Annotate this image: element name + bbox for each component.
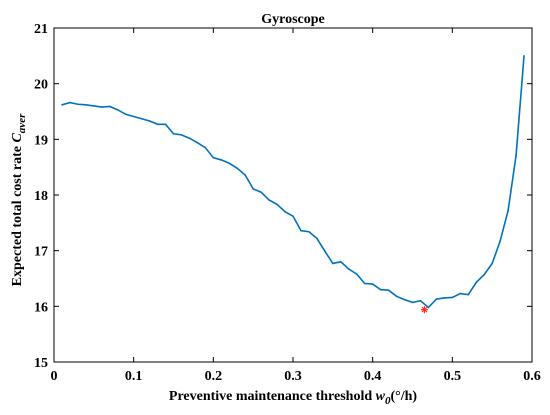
data-point <box>156 123 159 126</box>
data-point <box>507 209 509 212</box>
data-point <box>403 298 406 301</box>
x-axis-label-subscript: 0 <box>385 395 391 407</box>
data-point <box>140 117 143 120</box>
y-tick-label: 20 <box>34 78 48 93</box>
data-point <box>308 230 310 233</box>
data-point <box>523 55 525 57</box>
y-axis-label-subscript: aver <box>16 113 28 133</box>
data-point <box>347 268 350 270</box>
data-point <box>124 113 127 116</box>
data-point <box>467 293 470 296</box>
axes-box <box>53 27 533 363</box>
x-tick-label: 0.6 <box>523 369 541 384</box>
data-point <box>427 306 430 309</box>
data-point <box>371 283 374 285</box>
optimum-marker <box>420 306 428 314</box>
y-tick-label: 17 <box>34 245 48 260</box>
data-point <box>324 250 326 253</box>
data-point <box>459 292 462 295</box>
y-tick-label: 16 <box>34 300 48 315</box>
y-axis-label: Expected total cost rate Caver <box>10 113 28 286</box>
data-point <box>228 162 231 165</box>
data-point <box>260 191 262 194</box>
data-point <box>379 288 382 291</box>
data-point <box>292 215 294 217</box>
data-point <box>244 174 246 176</box>
data-point <box>77 103 79 106</box>
data-point <box>61 104 63 106</box>
chart-title: Gyroscope <box>261 12 325 27</box>
y-tick-label: 15 <box>34 356 48 371</box>
data-point <box>491 262 493 265</box>
x-axis-label-symbol: w <box>376 389 386 404</box>
data-point <box>276 203 278 206</box>
data-point <box>316 237 318 240</box>
data-point <box>204 146 207 149</box>
x-axis-label-text: Preventive maintenance threshold <box>169 389 372 404</box>
series-line <box>61 55 525 309</box>
data-point <box>284 210 286 213</box>
data-point <box>395 295 398 298</box>
data-point <box>148 120 151 122</box>
data-point <box>300 229 302 232</box>
y-axis: 15 16 17 18 19 20 21 <box>34 22 532 371</box>
data-point <box>475 281 478 284</box>
data-point <box>101 106 103 108</box>
x-tick-label: 0 <box>51 369 58 384</box>
x-axis-label-unit: (°/h) <box>390 389 417 404</box>
y-axis-label-symbol: C <box>10 133 25 143</box>
x-tick-label: 0.2 <box>205 369 223 384</box>
data-point <box>188 137 191 140</box>
data-point <box>172 132 175 135</box>
data-point <box>196 141 199 144</box>
data-point <box>435 298 438 300</box>
data-point <box>443 297 446 299</box>
data-point <box>387 289 390 291</box>
data-point <box>355 273 358 275</box>
data-point <box>164 123 167 126</box>
data-point <box>411 301 414 304</box>
data-point <box>340 261 342 263</box>
data-point <box>268 199 270 201</box>
x-tick-label: 0.3 <box>284 369 302 384</box>
data-point <box>93 105 95 107</box>
data-point <box>419 299 422 302</box>
data-point <box>108 105 111 108</box>
data-point <box>132 115 135 118</box>
data-point <box>116 109 119 111</box>
x-axis-label: Preventive maintenance threshold w0(°/h) <box>169 389 418 407</box>
data-point <box>252 188 254 190</box>
data-point <box>332 262 334 265</box>
data-point <box>180 134 183 136</box>
data-point <box>69 101 71 104</box>
optimum-marker-group <box>420 306 428 314</box>
data-point <box>363 282 366 285</box>
data-point <box>212 156 215 159</box>
data-point <box>483 273 486 276</box>
data-point <box>515 154 517 157</box>
y-tick-label: 18 <box>34 189 48 204</box>
x-tick-label: 0.1 <box>125 369 143 384</box>
x-axis: 0 0.1 0.2 0.3 0.4 0.5 0.6 <box>51 28 541 384</box>
data-point <box>451 296 454 299</box>
data-point <box>499 240 501 243</box>
series-group <box>61 55 525 309</box>
data-point <box>220 159 223 161</box>
y-axis-label-text: Expected total cost rate <box>10 146 25 286</box>
plot-area: 0 0.1 0.2 0.3 0.4 0.5 0.6 15 16 17 18 19 20 21 <box>34 22 541 384</box>
y-tick-label: 21 <box>34 22 48 37</box>
x-tick-label: 0.5 <box>444 369 462 384</box>
y-tick-label: 19 <box>34 133 48 148</box>
data-point <box>236 167 239 170</box>
x-tick-label: 0.4 <box>364 369 382 384</box>
data-point <box>85 104 87 106</box>
